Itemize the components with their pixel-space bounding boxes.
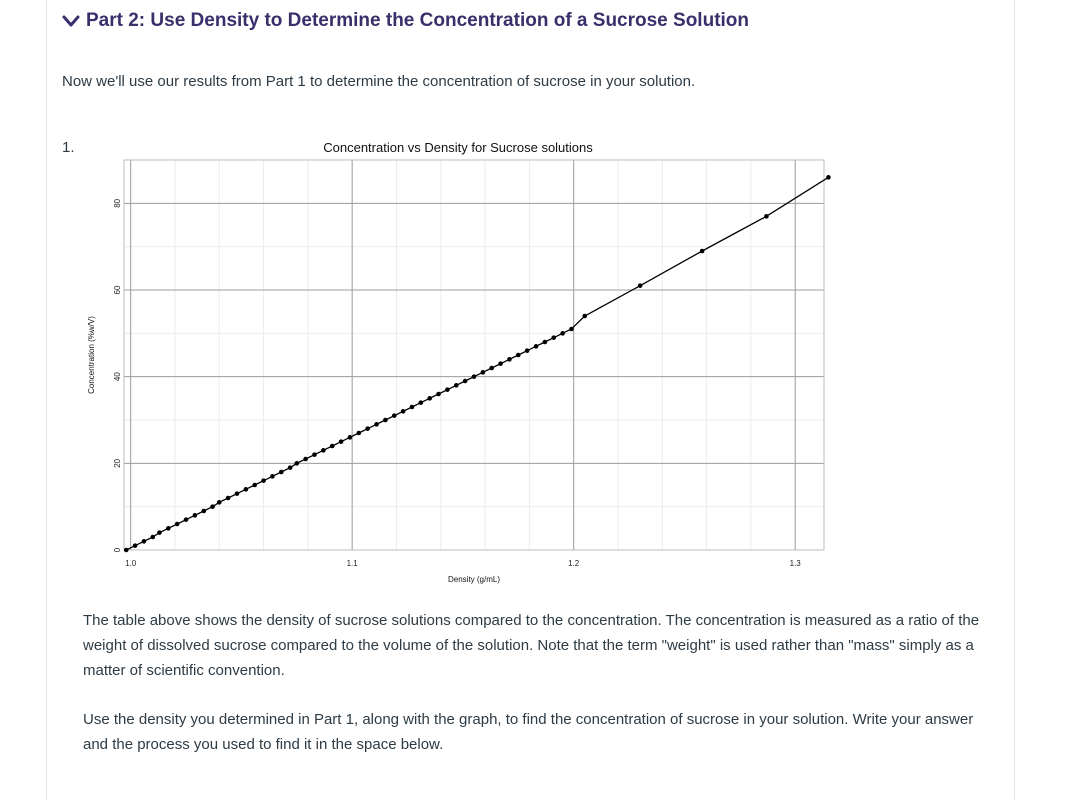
data-point <box>826 175 831 180</box>
data-point <box>533 344 539 349</box>
data-point <box>445 387 450 392</box>
data-point <box>261 478 266 483</box>
x-tick-label: 1.1 <box>347 559 359 568</box>
data-point <box>427 396 432 401</box>
data-point <box>150 534 156 540</box>
data-point <box>243 487 249 492</box>
data-point <box>516 352 521 358</box>
chart-container: 1.0 1.1 1.2 1.3 0 20 40 60 80 Concentration vs … <box>84 130 844 590</box>
data-point <box>183 517 189 522</box>
data-point <box>365 426 370 431</box>
data-point <box>637 283 643 288</box>
data-point <box>391 413 397 418</box>
data-point <box>462 378 468 384</box>
y-tick-label: 80 <box>113 198 122 207</box>
concentration-density-chart: 1.0 1.1 1.2 1.3 0 20 40 60 80 Concentration vs … <box>87 140 831 584</box>
data-point <box>234 491 240 496</box>
data-point <box>192 513 198 518</box>
data-point <box>569 326 574 332</box>
data-point <box>287 465 293 470</box>
data-point <box>166 526 171 531</box>
data-point <box>294 461 300 466</box>
data-point <box>374 422 379 427</box>
data-point <box>174 521 180 527</box>
data-point <box>123 547 129 553</box>
section-header[interactable]: Part 2: Use Density to Determine the Con… <box>60 10 749 32</box>
y-tick-label: 40 <box>113 372 122 381</box>
data-point <box>498 361 503 366</box>
data-point <box>471 374 477 379</box>
chart-title: Concentration vs Density for Sucrose sol… <box>323 140 593 155</box>
data-point <box>764 214 769 219</box>
x-tick-label: 1.3 <box>790 559 802 568</box>
data-point <box>489 365 495 371</box>
question-number: 1. <box>62 139 75 156</box>
series-layer <box>123 175 831 553</box>
intro-text: Now we'll use our results from Part 1 to… <box>62 73 696 90</box>
data-point <box>225 495 231 501</box>
section-title: Part 2: Use Density to Determine the Con… <box>86 10 750 31</box>
y-tick-label: 60 <box>113 285 122 294</box>
data-point <box>210 504 215 509</box>
data-point <box>201 508 207 514</box>
data-point <box>383 417 388 423</box>
data-point <box>270 474 275 479</box>
y-tick-label: 0 <box>113 547 122 552</box>
data-point <box>524 348 530 353</box>
data-point <box>551 335 557 340</box>
data-point <box>278 469 284 475</box>
major-grid <box>124 160 824 551</box>
series-line <box>125 176 829 551</box>
data-point <box>321 448 326 453</box>
data-point <box>329 443 335 449</box>
data-point <box>560 331 565 336</box>
data-point <box>216 500 222 505</box>
data-point <box>132 543 138 548</box>
data-point <box>542 339 548 345</box>
x-tick-label: 1.2 <box>568 559 580 568</box>
data-point <box>252 482 257 488</box>
y-axis-label: Concentration (%w/V) <box>87 316 96 394</box>
y-tick-labels: 0 20 40 60 80 <box>113 198 122 552</box>
y-tick-label: 20 <box>113 458 122 467</box>
data-point <box>582 313 588 319</box>
data-point <box>480 370 486 375</box>
data-point <box>400 409 406 414</box>
plot-frame <box>123 159 825 551</box>
content-panel <box>46 0 1015 800</box>
x-tick-label: 1.0 <box>125 559 137 568</box>
data-point <box>338 439 344 444</box>
data-point <box>312 452 317 457</box>
x-tick-labels: 1.0 1.1 1.2 1.3 <box>125 559 801 568</box>
data-point <box>418 400 424 405</box>
paragraph-instructions: Use the density you determined in Part 1… <box>83 711 974 753</box>
data-point <box>507 357 512 362</box>
data-point <box>141 539 147 544</box>
data-point <box>699 248 705 254</box>
data-point <box>453 383 459 388</box>
data-point <box>409 404 415 410</box>
x-axis-label: Density (g/mL) <box>448 575 500 584</box>
data-point <box>157 530 162 535</box>
data-point <box>436 391 441 397</box>
data-point <box>347 435 353 440</box>
minor-grid <box>124 159 824 551</box>
data-point <box>303 456 308 462</box>
paragraph-description: The table above shows the density of suc… <box>83 612 980 679</box>
data-point <box>356 430 362 436</box>
chevron-down-icon[interactable] <box>60 10 82 32</box>
